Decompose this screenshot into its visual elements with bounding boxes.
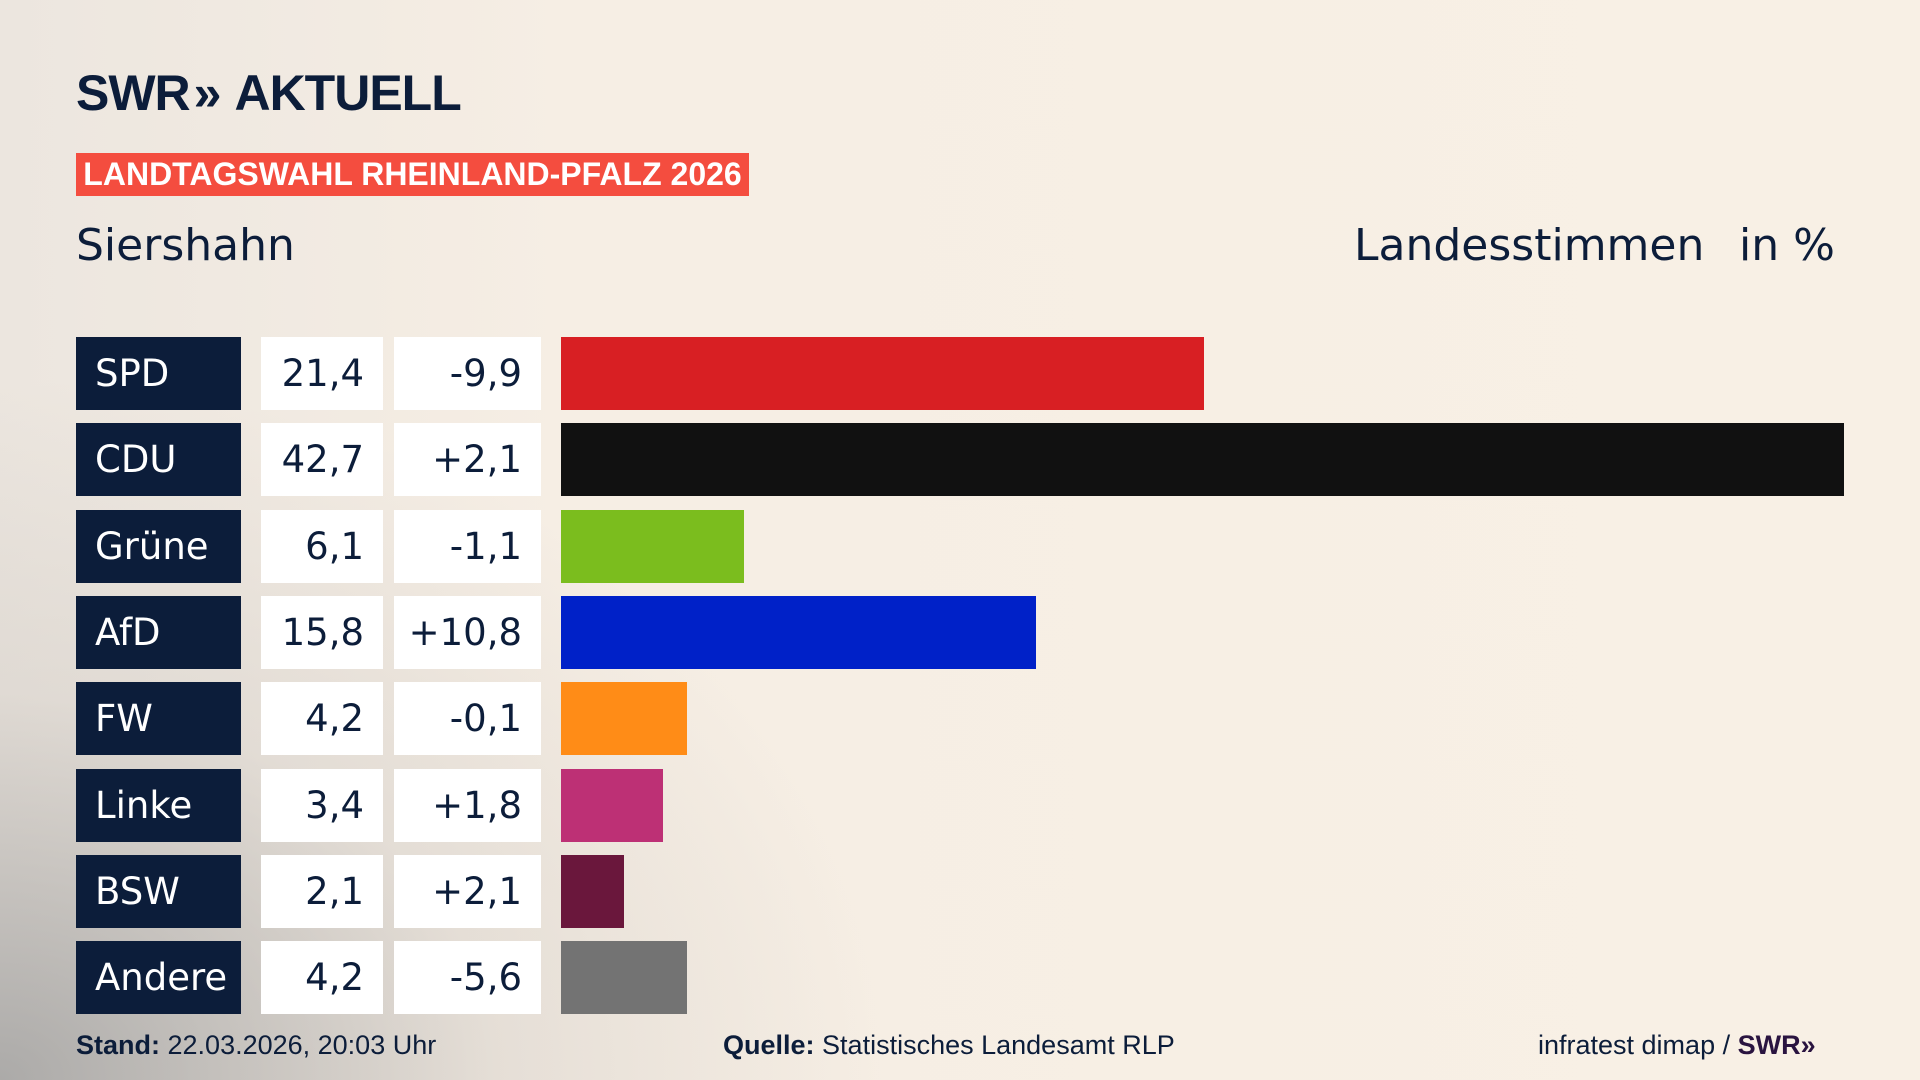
bar [561, 423, 1844, 497]
source-label: Quelle: [723, 1030, 815, 1060]
bar [561, 854, 625, 928]
vote-change: +2,1 [394, 423, 541, 497]
vote-change: +1,8 [394, 768, 541, 842]
bar [561, 768, 664, 842]
vote-change: -5,6 [394, 941, 541, 1015]
party-label: Grüne [76, 509, 241, 583]
credit: infratest dimap / SWR» [1538, 1030, 1816, 1061]
vote-change: -9,9 [394, 337, 541, 410]
vote-share: 4,2 [261, 941, 383, 1015]
party-label: AfD [76, 595, 241, 669]
vote-share: 3,4 [261, 768, 383, 842]
place-name: Siershahn [76, 220, 295, 271]
party-label: FW [76, 682, 241, 756]
bar [561, 595, 1036, 669]
vote-share: 21,4 [261, 337, 383, 410]
vote-share: 42,7 [261, 423, 383, 497]
unit-label: in % [1739, 220, 1835, 271]
source-value: Statistisches Landesamt RLP [822, 1030, 1175, 1060]
timestamp: Stand: 22.03.2026, 20:03 Uhr [76, 1030, 436, 1061]
vote-share: 2,1 [261, 854, 383, 928]
logo-aktuell: AKTUELL [234, 65, 461, 121]
party-label: BSW [76, 854, 241, 928]
party-label: SPD [76, 337, 241, 410]
party-label: Andere [76, 941, 241, 1015]
stand-value: 22.03.2026, 20:03 Uhr [167, 1030, 437, 1060]
election-badge: LANDTAGSWAHL RHEINLAND-PFALZ 2026 [76, 153, 749, 196]
vote-share: 4,2 [261, 682, 383, 756]
swr-aktuell-logo: SWR» AKTUELL [76, 65, 462, 121]
logo-swr: SWR [76, 65, 191, 121]
bar [561, 682, 688, 756]
chevron-double-right-icon: » [193, 65, 222, 121]
source: Quelle: Statistisches Landesamt RLP [723, 1030, 1175, 1061]
vote-type-label: Landesstimmen [1354, 220, 1705, 271]
vote-change: -1,1 [394, 509, 541, 583]
bar [561, 941, 688, 1015]
party-label: CDU [76, 423, 241, 497]
vote-change: -0,1 [394, 682, 541, 756]
chevron-double-right-icon: » [1800, 1030, 1816, 1060]
party-label: Linke [76, 768, 241, 842]
vote-share: 15,8 [261, 595, 383, 669]
swr-small-logo: SWR [1737, 1030, 1801, 1060]
credit-text: infratest dimap / [1538, 1030, 1731, 1060]
bar [561, 337, 1204, 410]
bar [561, 509, 745, 583]
vote-change: +10,8 [394, 595, 541, 669]
vote-share: 6,1 [261, 509, 383, 583]
stand-label: Stand: [76, 1030, 160, 1060]
vote-change: +2,1 [394, 854, 541, 928]
